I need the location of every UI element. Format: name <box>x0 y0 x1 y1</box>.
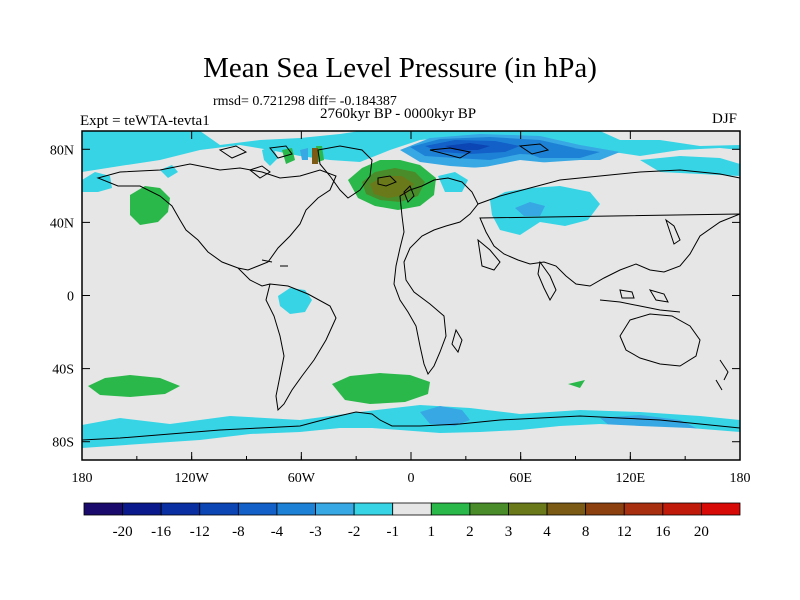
colorbar-swatch <box>623 502 664 516</box>
canada-anomaly-5 <box>300 148 308 160</box>
colorbar-label: 8 <box>582 524 590 540</box>
experiment-label: Expt = teWTA-tevta1 <box>80 113 210 129</box>
colorbar-swatch <box>392 502 432 516</box>
colorbar-swatch <box>276 502 316 516</box>
colorbar-label: -8 <box>232 524 245 540</box>
south-atlantic-positive <box>332 373 430 404</box>
central-asia-lower <box>515 202 545 216</box>
canada-anomaly-1 <box>262 146 278 166</box>
colorbar: -20 -16 -12 -8 -4 -3 -2 -1 1 2 3 4 8 12 16 20 <box>83 502 741 540</box>
alaska-anomaly-2 <box>160 165 178 178</box>
map-title: Mean Sea Level Pressure (in hPa) <box>203 52 597 84</box>
colorbar-label: 3 <box>505 524 513 540</box>
colorbar-swatch <box>508 502 548 516</box>
colorbar-swatch <box>237 502 278 516</box>
north-america-grey <box>82 156 355 190</box>
colorbar-label: -4 <box>271 524 284 540</box>
canada-anomaly-2 <box>282 148 295 164</box>
colorbar-swatch <box>469 502 509 516</box>
colorbar-label: -12 <box>190 524 210 540</box>
europe-negative <box>438 172 468 192</box>
colorbar-label: -20 <box>113 524 133 540</box>
greenland-iceland-core <box>370 176 414 198</box>
axis-ticks: 180 120W 60W 0 60E 120E 180 80N 40N 0 40S 80S <box>50 131 751 486</box>
colorbar-swatch <box>546 502 587 516</box>
x-tick-label: 60E <box>509 471 532 486</box>
arctic-siberia-core <box>445 143 490 150</box>
anomaly-field <box>82 131 740 460</box>
colorbar-swatch <box>122 502 162 516</box>
arctic-land-grey-east <box>600 131 740 146</box>
colorbar-swatch <box>160 502 201 516</box>
colorbar-swatch <box>83 502 123 516</box>
period-text: 2760kyr BP - 0000kyr BP <box>320 106 477 122</box>
southern-ocean-lower <box>420 406 470 426</box>
x-tick-label: 120W <box>175 471 210 486</box>
amazon-negative <box>278 288 312 314</box>
colorbar-label: -16 <box>151 524 171 540</box>
colorbar-swatch <box>430 502 471 516</box>
central-asia-negative <box>490 186 600 235</box>
season-label: DJF <box>712 111 738 127</box>
colorbar-swatch <box>353 502 394 516</box>
colorbar-label: 12 <box>617 524 632 540</box>
colorbar-swatch <box>662 502 702 516</box>
colorbar-label: -2 <box>348 524 361 540</box>
x-tick-label: 60W <box>288 471 316 486</box>
y-tick-label: 0 <box>67 290 74 305</box>
y-tick-label: 80N <box>50 143 74 158</box>
colorbar-swatch <box>315 502 355 516</box>
indian-ocean-positive <box>568 380 585 388</box>
colorbar-label: 2 <box>466 524 474 540</box>
y-tick-label: 80S <box>52 436 74 451</box>
colorbar-label: 20 <box>694 524 709 540</box>
antarctica <box>82 424 740 460</box>
x-tick-label: 180 <box>730 471 751 486</box>
x-tick-label: 180 <box>72 471 93 486</box>
colorbar-label: 1 <box>428 524 436 540</box>
arctic-land-north <box>200 131 360 145</box>
arctic-east-lower <box>520 146 600 158</box>
y-tick-label: 40S <box>52 363 74 378</box>
coastlines <box>82 143 740 441</box>
rmsd-diff-text: rmsd= 0.721298 diff= -0.184387 <box>213 94 397 109</box>
south-pacific-positive <box>88 375 180 397</box>
y-tick-label: 40N <box>50 216 74 231</box>
colorbar-swatch <box>585 502 625 516</box>
x-tick-label: 0 <box>408 471 415 486</box>
colorbar-swatch <box>701 502 741 516</box>
alaska-anomaly <box>82 172 112 192</box>
colorbar-label: 16 <box>655 524 671 540</box>
colorbar-label: -3 <box>309 524 322 540</box>
colorbar-label: -1 <box>386 524 399 540</box>
colorbar-swatch <box>199 502 239 516</box>
canada-anomaly-4 <box>312 148 318 164</box>
colorbar-label: 4 <box>543 524 551 540</box>
x-tick-label: 120E <box>616 471 646 486</box>
